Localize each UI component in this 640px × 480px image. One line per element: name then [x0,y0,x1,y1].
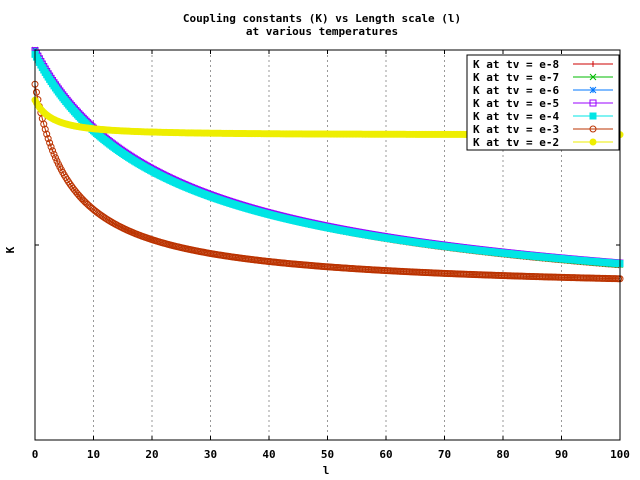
x-tick-label: 0 [32,448,39,461]
series-point [41,125,49,133]
series-5 [31,50,624,268]
legend: K at tv = e-8K at tv = e-7K at tv = e-6K… [466,54,620,151]
x-tick-label: 80 [496,448,509,461]
legend-marker [589,138,597,146]
series-point [40,120,48,128]
x-tick-label: 30 [204,448,217,461]
legend-marker [589,99,597,107]
x-tick-label: 50 [321,448,334,461]
series-point [46,139,54,147]
legend-marker [589,73,597,81]
x-tick-label: 40 [262,448,275,461]
chart-title: Coupling constants (K) vs Length scale (… [183,12,461,25]
legend-label: K at tv = e-4 [473,110,559,123]
legend-label: K at tv = e-5 [473,97,559,110]
legend-label: K at tv = e-2 [473,136,559,149]
x-tick-label: 100 [610,448,630,461]
x-tick-label: 20 [145,448,158,461]
x-tick-label: 10 [87,448,100,461]
legend-label: K at tv = e-3 [473,123,559,136]
series-point [47,143,55,151]
x-ticks: 0 10 20 30 40 50 60 70 80 90 100 [32,49,630,461]
legend-label: K at tv = e-6 [473,84,559,97]
series-point [43,130,51,138]
series-layer [31,46,624,283]
legend-label: K at tv = e-8 [473,58,559,71]
x-tick-label: 60 [379,448,392,461]
x-tick-label: 70 [438,448,451,461]
series-point [51,154,59,162]
x-axis-label: l [323,464,330,477]
series-point [44,135,52,143]
series-point [49,147,57,155]
legend-marker [589,86,597,94]
series-point [50,150,58,158]
y-axis-label: K [4,246,17,253]
series-6 [31,80,624,283]
grid-lines [93,50,562,440]
legend-marker [589,125,597,133]
legend-marker [590,61,596,67]
legend-marker [589,112,597,120]
legend-label: K at tv = e-7 [473,71,559,84]
x-tick-label: 90 [555,448,568,461]
series-point [32,88,40,96]
chart-subtitle: at various temperatures [246,25,398,38]
